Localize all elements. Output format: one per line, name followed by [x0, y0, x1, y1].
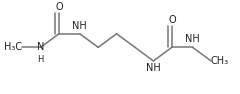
Text: NH: NH [185, 34, 200, 44]
Text: NH: NH [72, 21, 87, 31]
Text: O: O [168, 15, 176, 25]
Text: H₃C: H₃C [4, 42, 22, 52]
Text: H: H [37, 55, 44, 64]
Text: O: O [55, 2, 63, 13]
Text: NH: NH [146, 63, 161, 73]
Text: CH₃: CH₃ [211, 56, 229, 66]
Text: N: N [37, 42, 44, 52]
